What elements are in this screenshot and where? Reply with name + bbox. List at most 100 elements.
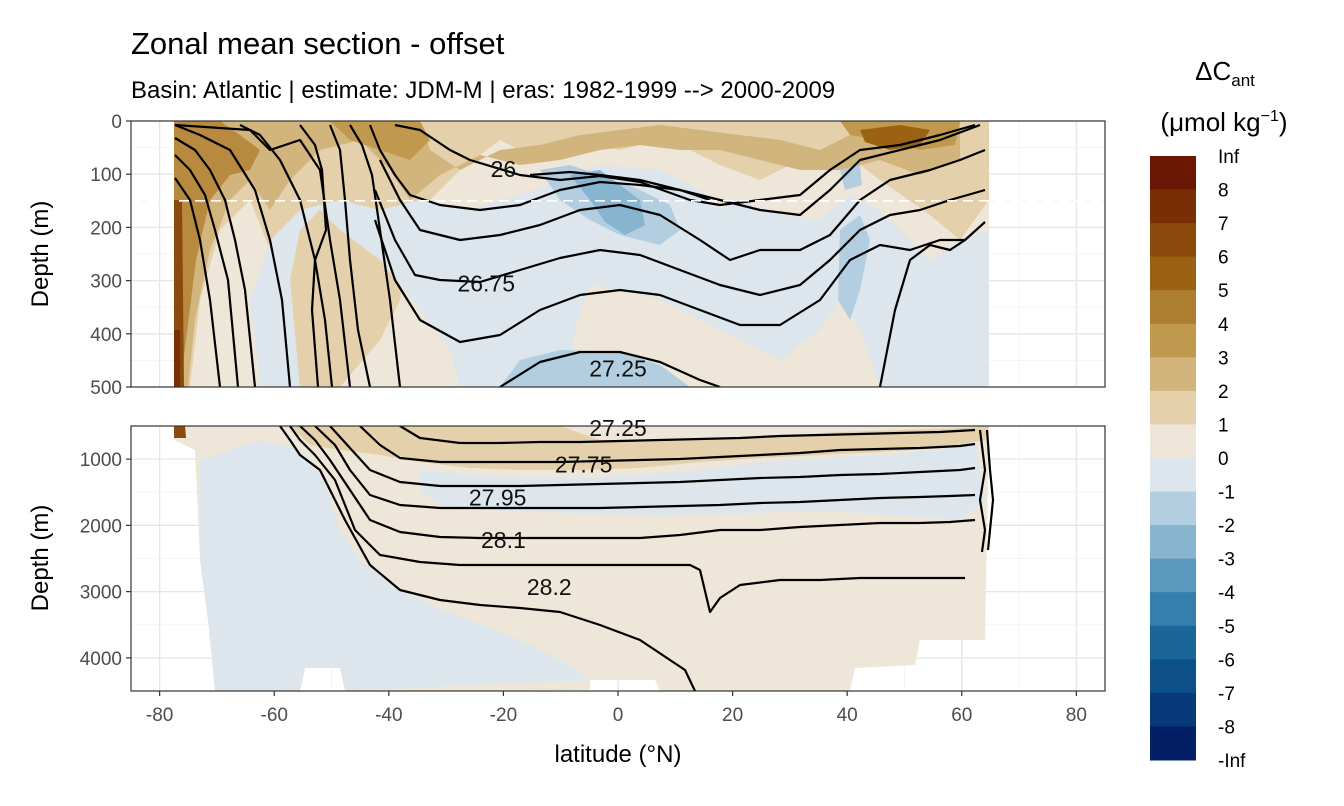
chart-title: Zonal mean section - offset <box>131 26 505 61</box>
contour-label: 26.75 <box>457 270 515 296</box>
upper-positive-zone <box>860 125 930 150</box>
contour-label: 27.75 <box>555 451 613 477</box>
legend-label: 5 <box>1218 281 1229 302</box>
x-tick-label: -40 <box>375 705 402 726</box>
legend-swatch <box>1150 290 1196 325</box>
upper-field <box>131 121 1105 387</box>
legend-label: 7 <box>1218 214 1229 235</box>
legend-label: 4 <box>1218 315 1229 336</box>
legend-label: -5 <box>1218 617 1235 638</box>
isopycnal-line <box>174 123 292 387</box>
legend-swatch <box>1150 625 1196 660</box>
chart-subtitle: Basin: Atlantic | estimate: JDM-M | eras… <box>131 77 835 104</box>
legend-swatch <box>1150 558 1196 593</box>
legend-label: -Inf <box>1218 751 1246 772</box>
isopycnal-line <box>978 429 987 553</box>
x-axis-title: latitude (°N) <box>555 741 682 768</box>
y-tick-label: 3000 <box>80 583 122 604</box>
isopycnal-line <box>329 426 976 488</box>
x-tick-label: -60 <box>261 705 288 726</box>
legend-swatch <box>1150 659 1196 694</box>
isopycnal-line <box>399 426 976 445</box>
isopycnal-line <box>368 123 981 217</box>
legend-unit: (μmol kg−1) <box>1160 107 1287 137</box>
legend-label: -2 <box>1218 516 1235 537</box>
upper-negative-zone <box>570 170 645 235</box>
legend-labels: Inf 8 7 6 5 4 3 2 1 0 -1 -2 -3 -4 -5 -6 -7 -8 -Inf <box>1218 147 1246 772</box>
contour-label: 27.25 <box>589 415 647 441</box>
y-tick-label: 0 <box>111 112 122 133</box>
isopycnal-line <box>373 219 986 344</box>
isopycnal-line <box>379 148 986 262</box>
legend-label: -6 <box>1218 650 1235 671</box>
lower-isopycnals <box>279 426 995 691</box>
y-axis-title-upper: Depth (m) <box>27 201 54 308</box>
y-tick-label: 500 <box>90 378 122 399</box>
legend-swatch <box>1150 726 1196 761</box>
legend-label: -1 <box>1218 483 1235 504</box>
upper-negative-zone <box>840 165 862 190</box>
y-tick-label: 200 <box>90 218 122 239</box>
y-axis-title-lower: Depth (m) <box>27 505 54 612</box>
legend-label: -7 <box>1218 684 1235 705</box>
lower-negative-zone <box>200 440 590 691</box>
legend-swatch <box>1150 256 1196 291</box>
upper-negative-zone <box>838 215 870 320</box>
contour-label: 27.25 <box>589 355 647 381</box>
isopycnal-line <box>289 426 965 614</box>
legend-swatch <box>1150 692 1196 727</box>
legend-swatch <box>1150 189 1196 224</box>
legend-label: -8 <box>1218 717 1235 738</box>
x-axis-ticks: -80 -60 -40 -20 0 20 40 60 80 <box>146 691 1087 726</box>
x-tick-label: 0 <box>613 705 624 726</box>
isopycnal-line <box>174 123 352 387</box>
lower-panel: 1000 2000 3000 4000 <box>80 425 1106 692</box>
contour-label: 26 <box>491 156 517 182</box>
legend-label: -3 <box>1218 550 1235 571</box>
isopycnal-line <box>349 124 402 387</box>
legend-swatch <box>1150 323 1196 358</box>
color-legend: ΔCant (μmol kg−1) Inf 8 7 6 5 4 3 2 1 0 -1 -2 -3 -4 -5… <box>1150 56 1288 772</box>
isopycnal-line <box>174 177 222 387</box>
legend-swatch <box>1150 156 1196 191</box>
x-tick-label: 20 <box>722 705 743 726</box>
x-tick-label: -80 <box>146 705 173 726</box>
isopycnal-line <box>279 426 696 691</box>
isopycnal-line <box>299 426 976 540</box>
isopycnal-line <box>878 239 966 387</box>
isopycnal-line <box>394 123 976 207</box>
x-tick-label: 80 <box>1066 705 1087 726</box>
legend-label: 6 <box>1218 248 1229 269</box>
isopycnal-line <box>499 350 721 387</box>
y-tick-label: 4000 <box>80 649 122 670</box>
legend-label: 1 <box>1218 415 1229 436</box>
isopycnal-line <box>985 429 995 551</box>
lower-positive-zone <box>174 426 186 438</box>
y-tick-label: 2000 <box>80 516 122 537</box>
y-tick-label: 1000 <box>80 450 122 471</box>
isopycnal-line <box>373 188 986 297</box>
upper-positive-zone <box>330 121 430 160</box>
legend-label: 3 <box>1218 348 1229 369</box>
y-tick-label: 300 <box>90 272 122 293</box>
legend-colorbar <box>1150 156 1196 761</box>
lower-y-ticks: 1000 2000 3000 4000 <box>80 450 131 670</box>
legend-label: Inf <box>1218 147 1240 168</box>
isopycnal-line <box>314 426 976 510</box>
y-tick-label: 400 <box>90 325 122 346</box>
contour-labels: 26 26.75 27.25 27.25 27.75 27.95 28.128.2 <box>457 156 646 600</box>
upper-isopycnals <box>174 123 986 387</box>
legend-swatch <box>1150 357 1196 392</box>
upper-positive-zone <box>174 330 180 387</box>
legend-swatch <box>1150 491 1196 526</box>
legend-swatch <box>1150 424 1196 459</box>
upper-y-ticks: 0 100 200 300 400 500 <box>90 112 131 399</box>
isopycnal-line <box>328 124 372 387</box>
legend-label: 0 <box>1218 449 1229 470</box>
legend-label: -4 <box>1218 583 1235 604</box>
lower-field <box>174 426 995 691</box>
legend-swatch <box>1150 525 1196 560</box>
contour-label: 27.95 <box>469 485 527 511</box>
legend-swatch <box>1150 592 1196 627</box>
